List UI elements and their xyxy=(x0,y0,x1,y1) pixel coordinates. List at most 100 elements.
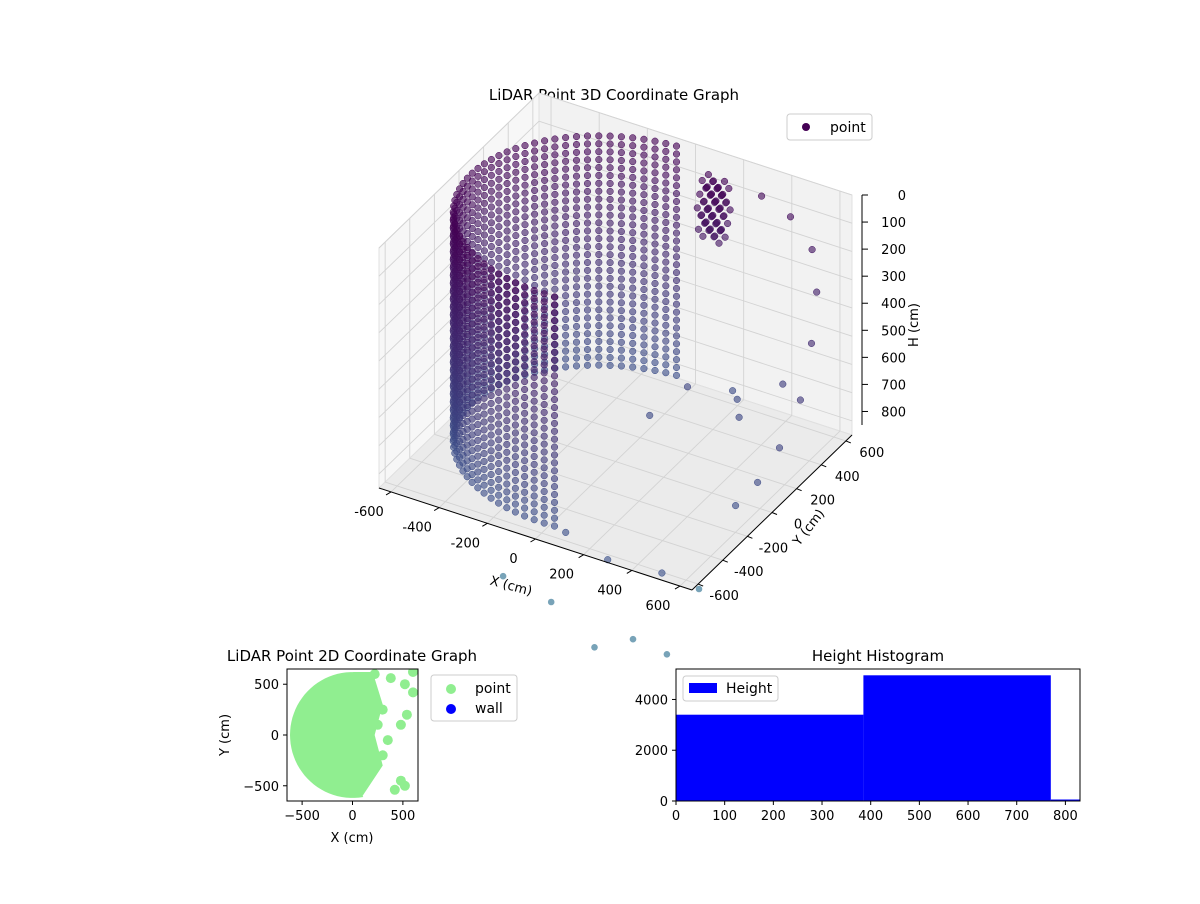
point-3d xyxy=(530,310,538,318)
point-3d xyxy=(540,424,548,432)
scatter-2d-point xyxy=(395,719,406,730)
point-3d xyxy=(640,222,648,230)
point-3d xyxy=(480,268,488,276)
point-3d xyxy=(480,402,488,410)
point-3d xyxy=(495,373,503,381)
point-3d xyxy=(595,211,603,219)
point-3d xyxy=(583,282,592,290)
point-3d xyxy=(572,156,581,164)
point-3d xyxy=(511,279,519,287)
point-3d xyxy=(662,369,670,377)
point-3d xyxy=(503,417,511,425)
point-3d xyxy=(583,148,592,156)
point-3d xyxy=(617,164,625,172)
point-3d xyxy=(562,315,570,324)
point-3d xyxy=(562,331,570,339)
point-3d xyxy=(503,346,511,354)
point-3d xyxy=(796,396,804,404)
point-3d xyxy=(530,413,538,421)
point-3d xyxy=(606,298,614,306)
point-3d xyxy=(672,213,681,221)
point-3d xyxy=(530,381,538,389)
point-3d xyxy=(449,208,457,216)
point-3d xyxy=(495,293,503,302)
point-3d xyxy=(562,292,570,300)
point-3d xyxy=(495,191,503,199)
point-3d xyxy=(540,298,548,306)
point-3d xyxy=(503,361,511,369)
point-3d xyxy=(572,330,581,338)
point-3d xyxy=(530,397,538,405)
point-3d xyxy=(595,227,603,235)
point-3d xyxy=(572,346,581,354)
point-3d xyxy=(720,212,728,220)
point-3d xyxy=(511,287,519,295)
point-3d xyxy=(511,405,519,413)
point-3d xyxy=(474,172,482,180)
point-3d xyxy=(651,185,659,193)
point-3d xyxy=(662,234,670,242)
point-3d xyxy=(521,299,529,307)
point-3d xyxy=(629,205,637,213)
point-3d xyxy=(531,218,539,226)
point-3d xyxy=(487,203,495,211)
point-3d xyxy=(541,192,549,200)
point-3d xyxy=(629,284,637,292)
point-3d xyxy=(663,651,671,658)
point-3d xyxy=(511,492,519,500)
point-3d xyxy=(651,335,659,343)
point-3d xyxy=(572,212,581,220)
point-3d xyxy=(487,336,495,344)
point-3d xyxy=(531,210,539,218)
point-3d xyxy=(512,192,520,200)
point-3d xyxy=(550,356,559,364)
point-3d xyxy=(521,441,529,449)
point-3d xyxy=(595,235,603,243)
point-3d xyxy=(521,385,529,394)
point-3d xyxy=(662,282,670,290)
point-3d xyxy=(521,306,529,315)
point-3d xyxy=(480,363,488,371)
point-3d xyxy=(583,172,592,180)
y-tick-label: -200 xyxy=(759,541,789,556)
point-3d xyxy=(468,169,476,177)
z-tick-label: 100 xyxy=(881,216,906,231)
point-3d xyxy=(453,226,461,234)
point-3d xyxy=(521,378,529,386)
point-3d xyxy=(640,357,648,365)
point-3d xyxy=(521,221,529,229)
point-3d xyxy=(606,211,614,219)
point-3d xyxy=(562,300,570,308)
point-3d xyxy=(595,171,603,179)
point-3d xyxy=(495,207,503,215)
point-3d xyxy=(550,388,559,396)
point-3d xyxy=(474,228,482,236)
point-3d xyxy=(487,486,495,494)
histogram-bars xyxy=(676,675,1080,801)
point-3d xyxy=(583,298,592,306)
point-3d xyxy=(530,508,538,516)
point-3d xyxy=(503,211,511,219)
point-3d xyxy=(583,266,592,274)
point-3d xyxy=(640,301,648,309)
point-3d xyxy=(754,478,762,486)
point-3d xyxy=(503,251,511,259)
point-3d xyxy=(640,293,648,301)
point-3d xyxy=(487,352,495,360)
scatter-2d-point xyxy=(401,709,412,720)
point-3d xyxy=(617,315,625,323)
point-3d xyxy=(480,481,488,489)
point-3d xyxy=(540,519,548,527)
point-3d xyxy=(694,225,703,233)
y-tick xyxy=(771,512,778,515)
point-3d xyxy=(521,165,529,173)
point-3d xyxy=(511,374,519,382)
point-3d xyxy=(550,498,559,506)
point-3d xyxy=(487,211,495,219)
point-3d xyxy=(551,206,559,214)
point-3d xyxy=(521,409,529,417)
point-3d xyxy=(503,409,511,417)
point-3d xyxy=(629,244,637,253)
point-3d xyxy=(595,163,603,172)
point-3d xyxy=(662,155,670,163)
